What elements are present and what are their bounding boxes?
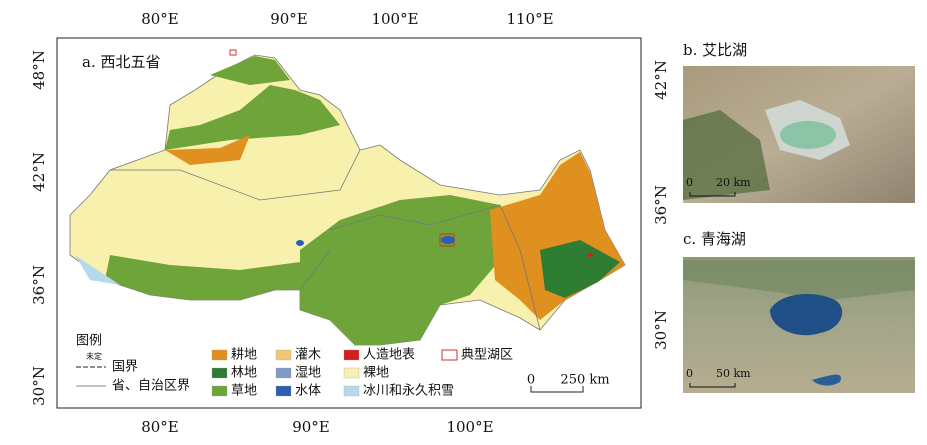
region-forest	[540, 240, 620, 298]
region-crop	[165, 135, 250, 165]
bottom-label: 100°E	[446, 418, 493, 436]
legend-swatch	[343, 367, 360, 379]
top-label: 100°E	[371, 10, 418, 28]
legend-note: 未定	[86, 351, 102, 361]
left-label: 30°N	[30, 366, 48, 406]
region-grass	[105, 255, 300, 300]
legend-swatch	[211, 385, 228, 397]
panel-title: b. 艾比湖	[683, 41, 747, 59]
legend-swatch	[211, 367, 228, 379]
scale-zero: 0	[686, 367, 693, 380]
region-urban	[587, 253, 593, 257]
region-water	[441, 236, 455, 244]
bottom-label: 90°E	[292, 418, 330, 436]
panel-title: a. 西北五省	[82, 53, 160, 71]
mountains	[683, 260, 915, 300]
lake	[770, 294, 843, 336]
legend-swatch	[275, 367, 292, 379]
legend-title: 图例	[76, 334, 102, 349]
left-label: 36°N	[30, 265, 48, 305]
map-area	[69, 49, 626, 346]
left-label: 48°N	[30, 50, 48, 90]
top-label: 110°E	[506, 10, 553, 28]
legend-swatch	[275, 349, 292, 361]
bottom-label: 80°E	[141, 418, 179, 436]
legend-swatch	[343, 349, 360, 361]
panel-title: c. 青海湖	[683, 230, 746, 248]
legend-swatch	[441, 349, 458, 361]
scale-bar	[689, 192, 736, 197]
legend-label: 林地	[231, 366, 257, 381]
right-label: 30°N	[652, 310, 670, 350]
scale-zero: 0	[686, 176, 693, 189]
legend-label: 湿地	[295, 366, 321, 381]
scale-bar	[689, 383, 736, 388]
lake	[780, 121, 836, 149]
region-grass	[300, 195, 500, 345]
scale-bar	[530, 386, 584, 393]
legend-label: 国界	[112, 360, 138, 375]
right-label: 36°N	[652, 185, 670, 225]
province-boundary	[110, 149, 541, 331]
lake-zone-box	[439, 233, 455, 247]
left-label: 42°N	[30, 152, 48, 192]
scale-label: 50 km	[716, 367, 751, 380]
legend-label: 耕地	[231, 347, 257, 363]
legend-swatch	[343, 385, 360, 397]
region-grass	[210, 56, 290, 85]
region-grass	[165, 85, 340, 150]
legend-swatch	[211, 349, 228, 361]
legend-label: 省、自治区界	[112, 379, 190, 394]
top-label: 80°E	[141, 10, 179, 28]
legend-label: 人造地表	[363, 348, 415, 363]
scale-zero: 0	[527, 373, 535, 388]
scale-label: 250 km	[560, 373, 609, 388]
legend-label: 草地	[231, 384, 257, 399]
scale-label: 20 km	[716, 176, 751, 189]
right-label: 42°N	[652, 60, 670, 100]
legend-swatch	[275, 385, 292, 397]
legend-label: 灌木	[295, 348, 321, 363]
lake	[812, 374, 841, 386]
legend-label: 水体	[295, 384, 321, 399]
legend-label: 冰川和永久积雪	[363, 384, 454, 399]
lake-zone-box	[229, 49, 237, 56]
vegetation	[683, 110, 770, 200]
legend-label: 典型湖区	[461, 348, 513, 363]
region-water	[296, 240, 304, 246]
top-label: 90°E	[270, 10, 308, 28]
region-glacier	[75, 255, 120, 285]
legend-label: 裸地	[363, 366, 389, 381]
